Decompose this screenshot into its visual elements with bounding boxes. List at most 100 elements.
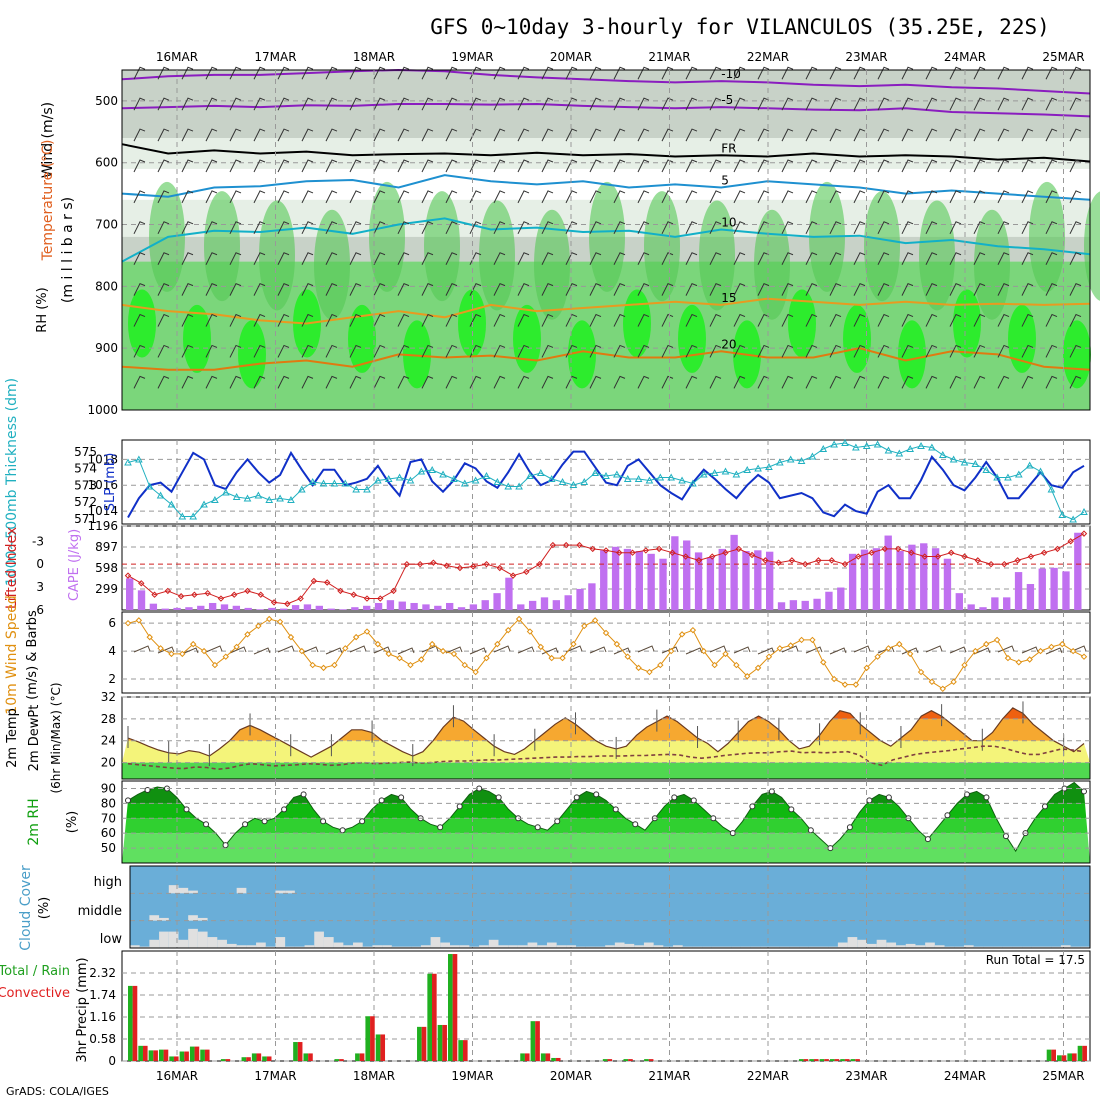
li-point [576, 541, 583, 549]
wind-barb [613, 190, 626, 204]
wind-barb [205, 313, 218, 327]
wind-barb [229, 283, 242, 296]
wind-barb [901, 252, 914, 265]
wind-barb [997, 97, 1010, 111]
thickness-point [330, 479, 339, 487]
wind-barb [997, 252, 1010, 265]
cloud-low-bar [265, 946, 276, 948]
wind-barb [973, 190, 986, 204]
wind-barb [805, 283, 818, 296]
wind-speed-point [276, 618, 284, 625]
wind-barb [685, 313, 698, 327]
rh-point [1002, 833, 1009, 840]
wind-barb [277, 97, 290, 111]
cloud-low-bar [294, 946, 305, 948]
li-point [509, 572, 517, 579]
bottom-date-label: 20MAR [550, 1069, 592, 1083]
cape-bar [564, 595, 572, 610]
wind-barb-10m [517, 646, 535, 654]
precip-convective-bar [380, 1034, 386, 1061]
bottom-date-label: 23MAR [845, 1069, 887, 1083]
wind-speed-point [494, 640, 501, 648]
li-tick-label: 6 [36, 603, 44, 617]
wind-barb [805, 128, 818, 142]
precip-total-bar [437, 1024, 443, 1061]
thickness-point [308, 477, 317, 485]
wind-barb [301, 313, 314, 327]
wind-barb [517, 66, 530, 80]
wind-barb [829, 128, 842, 142]
slp-frame [121, 439, 1091, 525]
wind-barb [349, 128, 362, 142]
wind-barb [829, 221, 842, 235]
wind-barb [733, 128, 746, 142]
wind-barb [877, 97, 890, 111]
cloud-low-bar [1080, 946, 1090, 948]
wind-speed-point [830, 675, 838, 683]
cape-bar [979, 607, 987, 610]
cloud-low-bar [353, 942, 363, 948]
precip-convective-bar [462, 1040, 468, 1061]
wind-barb [997, 221, 1010, 235]
wind-barb [181, 128, 194, 142]
li-point [416, 560, 424, 568]
dewpoint-line [127, 745, 1085, 771]
wind-barb [445, 375, 458, 389]
temp-band-20-24 [122, 740, 1090, 763]
wind-barb [925, 375, 938, 389]
li-point [138, 580, 145, 587]
wind-barb [925, 221, 938, 235]
precip-total-bar [1077, 1045, 1083, 1061]
precip-convective-bar [607, 1059, 613, 1061]
precip-total-bar [798, 1059, 804, 1061]
wind-barb [781, 283, 794, 296]
wind-speed-point [602, 629, 610, 637]
wind-barb [757, 159, 770, 173]
wind-barb [853, 190, 866, 204]
wind-barb [973, 221, 986, 235]
wind-barb [565, 128, 578, 142]
rh-point [320, 818, 327, 825]
cloud-low-bar [944, 946, 955, 948]
precip-convective-bar [1082, 1045, 1087, 1061]
wind-barb [613, 159, 626, 173]
cape-bar [434, 605, 442, 610]
li-point [855, 553, 862, 560]
li-point [1027, 553, 1035, 560]
cloud-low-bar [750, 946, 761, 948]
precip-total-bar [829, 1059, 835, 1061]
wind-barb [493, 128, 506, 142]
li-point [456, 564, 464, 572]
thickness-point [765, 462, 773, 470]
wind-barb [277, 66, 290, 80]
wind-barb [517, 344, 530, 358]
cape-bar [220, 604, 229, 610]
wind-barb [973, 66, 986, 80]
cape-bar [884, 535, 892, 610]
cloud-low-bar [663, 946, 674, 948]
temperature-axis-label: Temperature (°C) [40, 140, 56, 262]
precip-total-bar [540, 1053, 546, 1061]
li-point [151, 591, 158, 598]
wind-barb [901, 283, 914, 296]
wind-barb [349, 313, 362, 327]
wind-barb [325, 252, 338, 265]
rh-point [846, 824, 853, 831]
wind-barb [997, 159, 1010, 173]
cloud-unit-label: (%) [37, 897, 52, 920]
upper-air-frame [121, 69, 1091, 411]
cape-bar [256, 609, 264, 610]
wind-barb-10m [181, 647, 199, 655]
rh-shading-humid-plume [754, 209, 790, 320]
cape-bar [967, 604, 975, 610]
wind-barb [733, 283, 746, 296]
li-point [748, 551, 756, 559]
wind-barb [661, 313, 674, 327]
cloud-high-bar [168, 885, 179, 894]
wind-barb [277, 252, 290, 265]
rh-point [632, 821, 639, 828]
cloud-low-bar [1031, 946, 1042, 948]
wind-barb [181, 190, 194, 204]
wind-barb-10m [733, 646, 751, 654]
cloud-low-bar [1041, 946, 1052, 948]
